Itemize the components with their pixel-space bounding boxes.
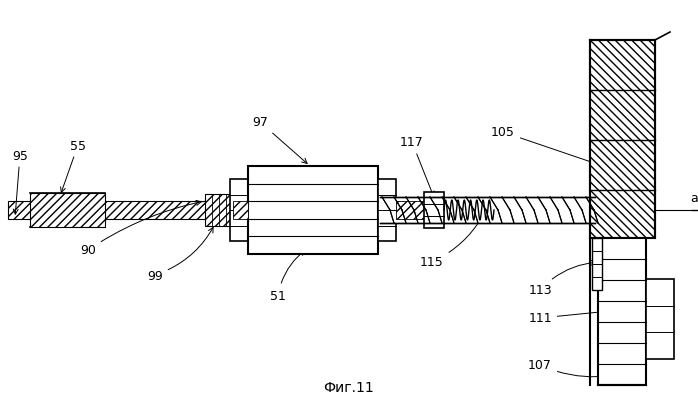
Text: 107: 107 xyxy=(528,358,611,379)
Text: 115: 115 xyxy=(420,204,489,269)
Bar xyxy=(230,179,248,241)
Text: 113: 113 xyxy=(528,260,596,297)
Text: a: a xyxy=(690,192,698,205)
Bar xyxy=(592,239,602,290)
Text: Фиг.11: Фиг.11 xyxy=(324,380,374,394)
Text: 117: 117 xyxy=(400,136,434,197)
Bar xyxy=(30,194,105,228)
Bar xyxy=(396,202,424,220)
Bar xyxy=(233,202,248,220)
Text: 95: 95 xyxy=(12,149,28,215)
Bar xyxy=(646,279,674,359)
Text: 51: 51 xyxy=(270,251,305,302)
Bar xyxy=(424,192,444,228)
Bar xyxy=(248,166,378,254)
Bar xyxy=(205,194,233,226)
Text: 111: 111 xyxy=(528,309,616,325)
Bar xyxy=(590,41,655,239)
Bar xyxy=(378,179,396,241)
Text: 97: 97 xyxy=(252,116,307,164)
Text: 99: 99 xyxy=(147,228,213,282)
Text: 109: 109 xyxy=(606,312,637,332)
Text: 105: 105 xyxy=(491,126,596,165)
Bar xyxy=(8,202,208,220)
Text: 55: 55 xyxy=(61,139,86,193)
Text: 90: 90 xyxy=(80,201,201,257)
Bar xyxy=(380,198,595,211)
Bar xyxy=(598,239,646,385)
Bar xyxy=(380,198,595,224)
